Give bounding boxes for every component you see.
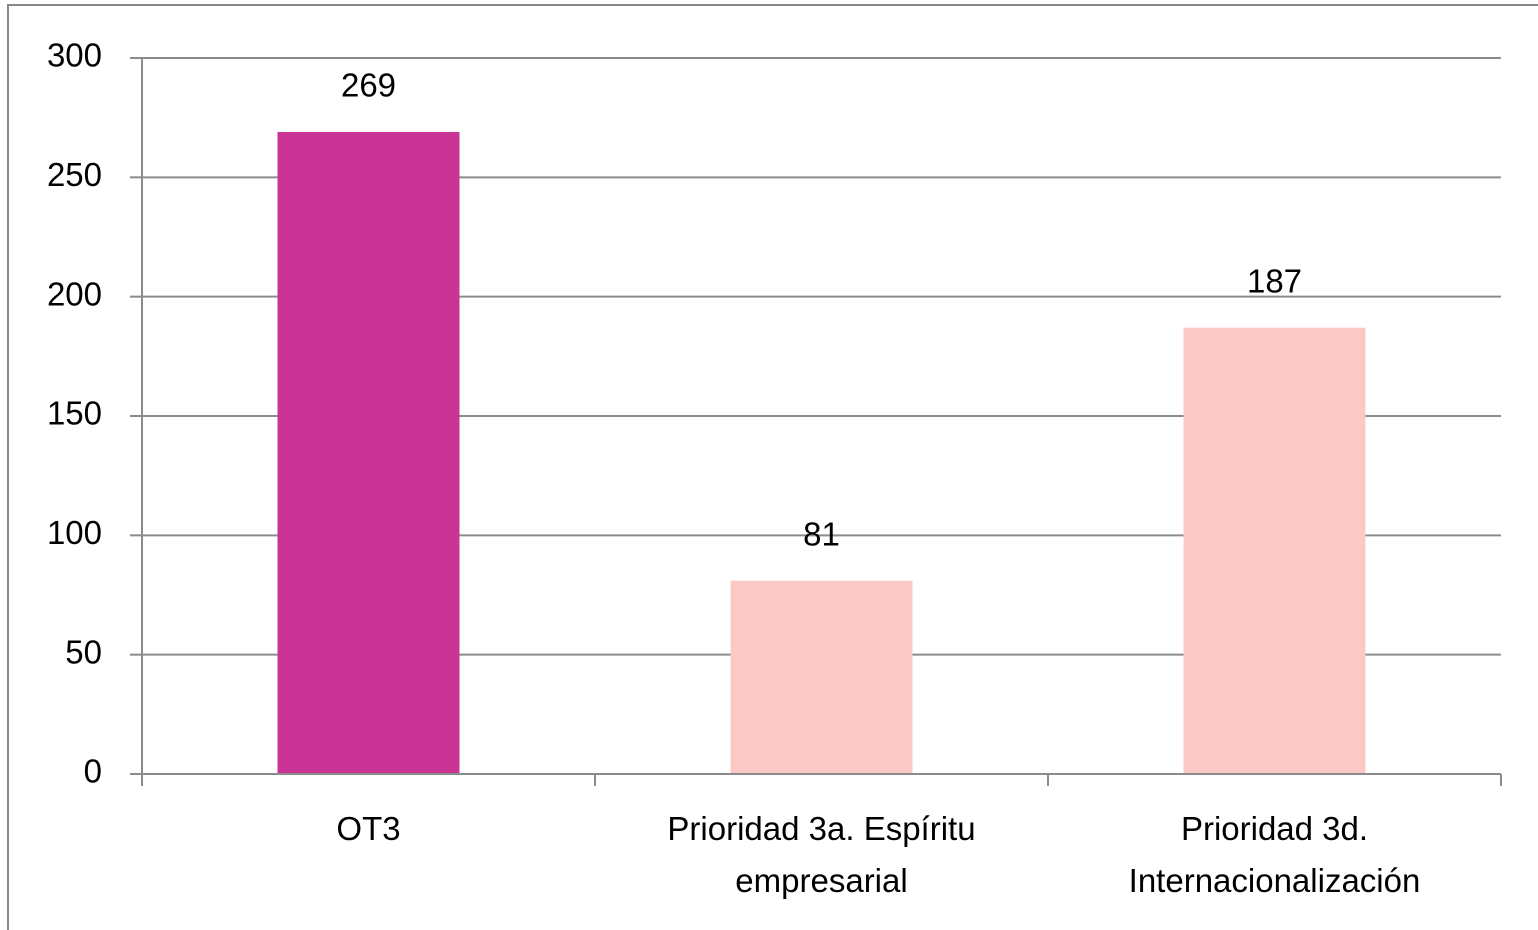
value-label: 187 (1247, 262, 1302, 299)
x-tick-label: Prioridad 3d. Internacionalización (1128, 810, 1421, 899)
y-tick-label: 0 (84, 753, 102, 790)
y-tick-label: 150 (47, 395, 102, 432)
x-tick-label: OT3 (336, 810, 401, 847)
y-tick-label: 50 (65, 633, 102, 670)
y-tick-label: 250 (47, 156, 102, 193)
y-tick-label: 300 (47, 37, 102, 74)
value-label: 269 (341, 67, 396, 104)
value-label: 81 (803, 515, 840, 552)
bar (1183, 327, 1366, 774)
x-tick-label: Prioridad 3a. Espíritu empresarial (667, 810, 976, 899)
chart-border (7, 4, 1538, 930)
bar (277, 131, 460, 774)
y-tick-label: 200 (47, 275, 102, 312)
y-tick-label: 100 (47, 514, 102, 551)
bar (730, 580, 913, 774)
